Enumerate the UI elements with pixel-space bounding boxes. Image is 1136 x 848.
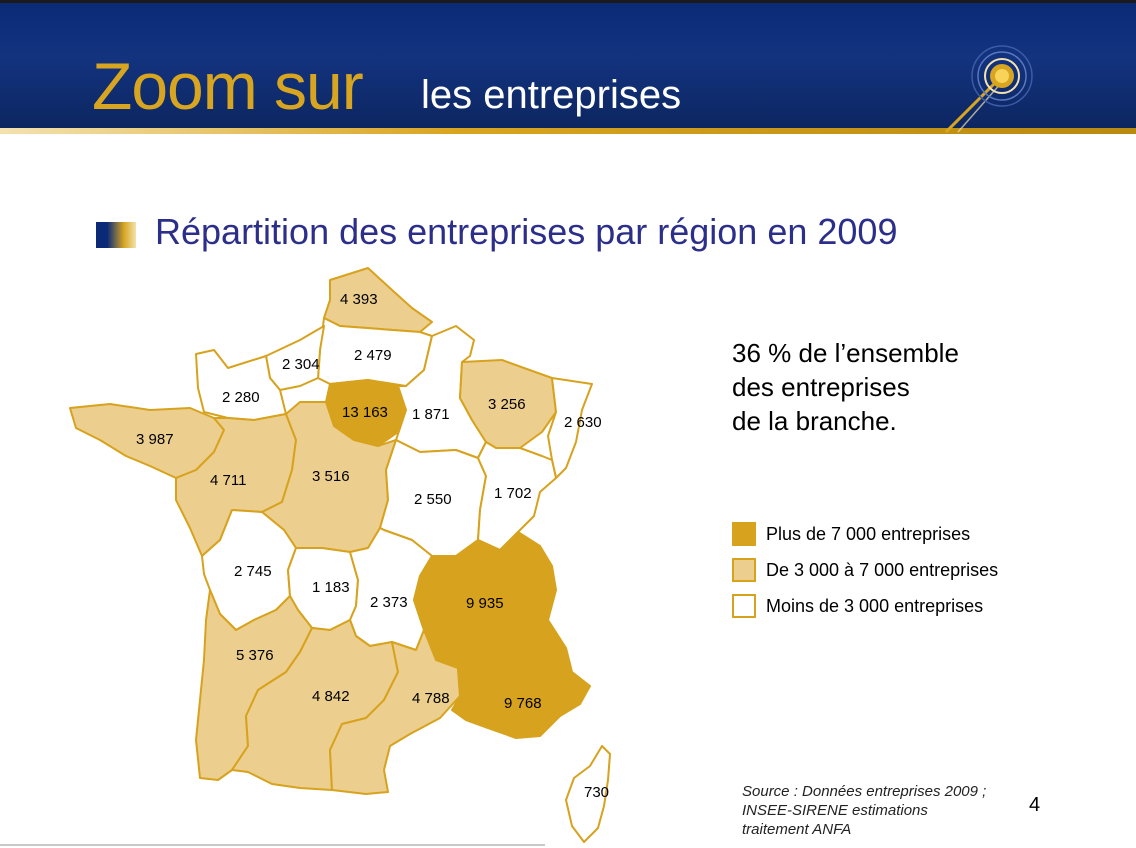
region-label: 730 — [584, 784, 609, 801]
region-label: 2 745 — [234, 563, 272, 580]
region-label: 2 373 — [370, 594, 408, 611]
region-label: 3 987 — [136, 431, 174, 448]
legend-label: Plus de 7 000 entreprises — [766, 523, 971, 544]
region-label: 2 280 — [222, 389, 260, 406]
region-label: 3 516 — [312, 468, 350, 485]
region-label: 2 479 — [354, 347, 392, 364]
source-line: INSEE-SIRENE estimations — [742, 802, 928, 819]
legend-item-high: Plus de 7 000 entreprises — [732, 516, 1052, 552]
region-label: 4 393 — [340, 291, 378, 308]
statement-line: de la branche. — [732, 406, 897, 436]
france-regions-map: 4 393 2 479 2 304 2 280 13 163 1 871 3 2… — [69, 267, 611, 843]
region-label: 4 711 — [210, 472, 246, 489]
statement-line: 36 % de l’ensemble — [732, 338, 959, 368]
header-banner — [0, 0, 1136, 128]
legend-item-low: Moins de 3 000 entreprises — [732, 588, 1052, 624]
source-note: Source : Données entreprises 2009 ; INSE… — [742, 782, 986, 839]
region-label: 1 183 — [312, 579, 350, 596]
region-alsace — [547, 377, 593, 479]
legend-swatch-high — [732, 522, 756, 546]
slide-subtitle: les entreprises — [421, 73, 682, 117]
section-heading: Répartition des entreprises par région e… — [155, 211, 898, 252]
region-label: 3 256 — [488, 396, 526, 413]
region-basse-normandie — [195, 349, 287, 421]
region-label: 9 935 — [466, 595, 504, 612]
region-label: 2 304 — [282, 356, 320, 373]
region-label: 1 871 — [412, 406, 450, 423]
page-number: 4 — [1029, 794, 1041, 816]
region-nord-pas-de-calais — [323, 267, 433, 333]
legend-label: De 3 000 à 7 000 entreprises — [766, 559, 999, 580]
region-corse — [565, 745, 611, 843]
map-legend: Plus de 7 000 entreprises De 3 000 à 7 0… — [732, 516, 1052, 624]
region-label: 9 768 — [504, 695, 542, 712]
slide-title: Zoom sur — [92, 49, 364, 123]
region-franche-comte — [477, 441, 557, 551]
banner-gold-stripe — [0, 128, 1136, 134]
region-label: 2 630 — [564, 414, 602, 431]
region-label: 5 376 — [236, 647, 274, 664]
region-label: 13 163 — [342, 404, 388, 421]
share-statement: 36 % de l’ensemble des entreprises de la… — [732, 336, 1062, 438]
region-label: 1 702 — [494, 485, 532, 502]
bottom-divider — [0, 844, 545, 846]
region-paca — [451, 619, 591, 739]
legend-label: Moins de 3 000 entreprises — [766, 595, 984, 616]
top-border — [0, 0, 1136, 3]
region-label: 4 788 — [412, 690, 450, 707]
spotlight-logo-icon — [944, 45, 1033, 134]
source-line: Source : Données entreprises 2009 ; — [742, 783, 987, 800]
legend-swatch-mid — [732, 558, 756, 582]
region-lorraine — [459, 359, 557, 449]
source-line: traitement ANFA — [742, 821, 852, 838]
heading-bullet-icon — [96, 222, 136, 248]
region-languedoc-roussillon — [329, 629, 461, 795]
legend-swatch-low — [732, 594, 756, 618]
region-label: 2 550 — [414, 491, 452, 508]
region-label: 4 842 — [312, 688, 350, 705]
legend-item-mid: De 3 000 à 7 000 entreprises — [732, 552, 1052, 588]
statement-line: des entreprises — [732, 372, 910, 402]
